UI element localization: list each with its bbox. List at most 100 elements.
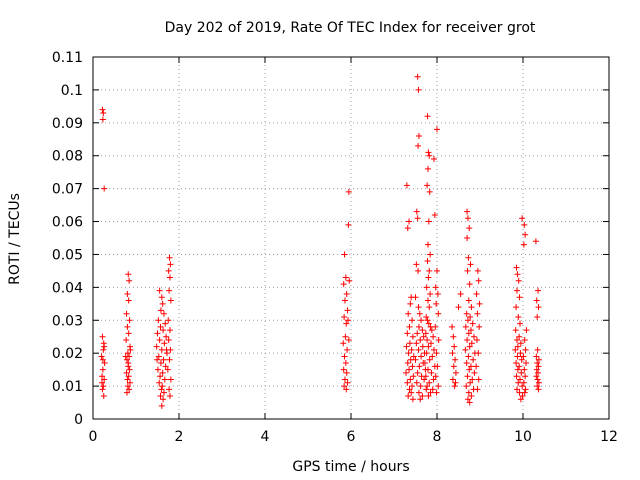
- data-point: [514, 343, 521, 350]
- x-tick-label: 0: [89, 429, 98, 445]
- data-point: [467, 313, 474, 320]
- data-point: [475, 350, 482, 357]
- data-point: [464, 396, 471, 403]
- data-point: [464, 317, 471, 324]
- data-point: [423, 284, 430, 291]
- data-points: [98, 73, 542, 409]
- data-point: [124, 323, 131, 330]
- data-point: [155, 317, 162, 324]
- data-point: [452, 369, 459, 376]
- data-point: [449, 350, 456, 357]
- y-tick-label: 0.03: [52, 313, 83, 329]
- data-point: [166, 287, 173, 294]
- data-point: [341, 376, 348, 383]
- y-tick-label: 0: [74, 412, 83, 428]
- data-point: [519, 215, 526, 222]
- data-point: [470, 333, 477, 340]
- data-point: [160, 389, 167, 396]
- data-point: [123, 389, 130, 396]
- data-point: [99, 106, 106, 113]
- data-point: [464, 337, 471, 344]
- y-axis-label: ROTI / TECUs: [7, 193, 23, 285]
- data-point: [430, 333, 437, 340]
- data-point: [415, 86, 422, 93]
- data-point: [419, 392, 426, 399]
- data-point: [426, 379, 433, 386]
- data-point: [406, 340, 413, 347]
- data-point: [341, 297, 348, 304]
- y-tick-label: 0.04: [52, 280, 83, 296]
- data-point: [516, 333, 523, 340]
- data-point: [154, 330, 161, 337]
- y-tick-label: 0.05: [52, 247, 83, 263]
- y-tick-label: 0.1: [61, 83, 83, 99]
- data-point: [124, 290, 131, 297]
- y-tick-label: 0.09: [52, 116, 83, 132]
- data-point: [467, 327, 474, 334]
- data-point: [157, 323, 164, 330]
- x-tick-label: 6: [347, 429, 356, 445]
- data-point: [166, 274, 173, 281]
- data-point: [425, 392, 432, 399]
- data-point: [520, 379, 527, 386]
- data-point: [160, 396, 167, 403]
- data-point: [418, 317, 425, 324]
- data-point: [523, 327, 530, 334]
- data-point: [469, 320, 476, 327]
- data-point: [160, 327, 167, 334]
- data-point: [534, 383, 541, 390]
- data-point: [409, 383, 416, 390]
- data-point: [473, 290, 480, 297]
- data-point: [452, 356, 459, 363]
- data-point: [346, 277, 353, 284]
- data-point: [476, 323, 483, 330]
- data-point: [166, 327, 173, 334]
- data-point: [421, 376, 428, 383]
- data-point: [409, 317, 416, 324]
- data-point: [165, 267, 172, 274]
- data-point: [155, 353, 162, 360]
- data-point: [534, 313, 541, 320]
- data-point: [342, 333, 349, 340]
- data-point: [473, 337, 480, 344]
- data-point: [532, 238, 539, 245]
- data-point: [162, 363, 169, 370]
- data-point: [167, 297, 174, 304]
- data-point: [466, 366, 473, 373]
- data-point: [515, 313, 522, 320]
- y-tick-label: 0.07: [52, 182, 83, 198]
- data-point: [433, 300, 440, 307]
- data-point: [423, 350, 430, 357]
- data-point: [125, 330, 132, 337]
- data-point: [515, 379, 522, 386]
- data-point: [345, 188, 352, 195]
- data-point: [457, 290, 464, 297]
- data-point: [422, 330, 429, 337]
- data-point: [449, 323, 456, 330]
- data-point: [464, 208, 471, 215]
- data-point: [99, 333, 106, 340]
- data-point: [429, 386, 436, 393]
- data-point: [410, 353, 417, 360]
- data-point: [406, 366, 413, 373]
- data-point: [417, 383, 424, 390]
- data-point: [126, 366, 133, 373]
- data-point: [417, 337, 424, 344]
- x-tick-label: 8: [433, 429, 442, 445]
- data-point: [158, 386, 165, 393]
- data-point: [405, 310, 412, 317]
- data-point: [434, 126, 440, 133]
- data-point: [157, 392, 164, 399]
- data-point: [420, 333, 427, 340]
- data-point: [513, 386, 520, 393]
- data-point: [435, 337, 442, 344]
- data-point: [433, 350, 440, 357]
- data-point: [415, 304, 422, 311]
- data-point: [426, 304, 433, 311]
- data-point: [159, 383, 166, 390]
- data-point: [424, 366, 431, 373]
- data-point: [516, 389, 523, 396]
- data-point: [465, 330, 472, 337]
- y-tick-label: 0.08: [52, 149, 83, 165]
- data-point: [408, 389, 415, 396]
